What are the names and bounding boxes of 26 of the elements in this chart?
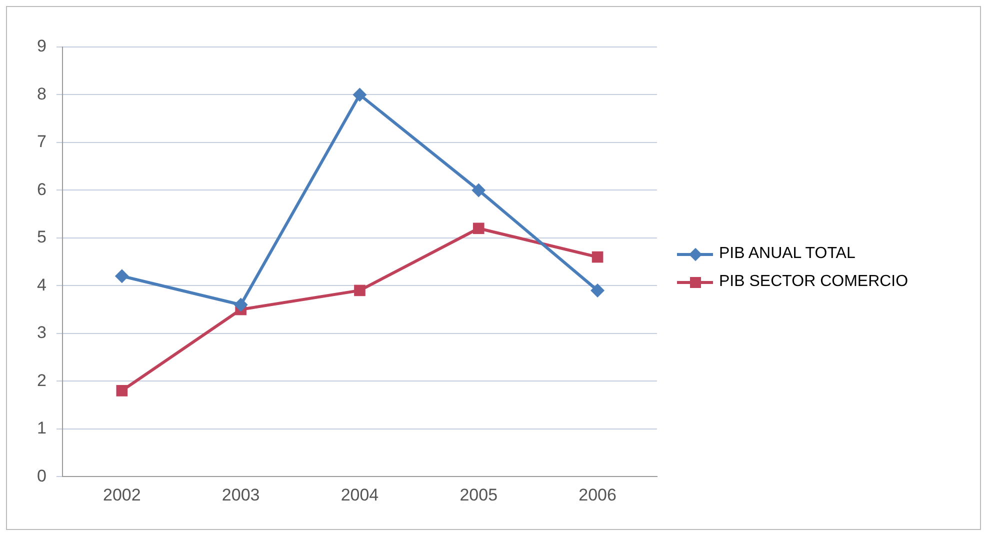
point <box>472 183 486 198</box>
x-tick-label: 2004 <box>340 485 379 504</box>
y-tick-label: 3 <box>36 323 46 342</box>
point <box>352 88 367 102</box>
x-tick-label: 2005 <box>460 485 498 504</box>
y-tick-label: 7 <box>36 132 46 152</box>
point <box>354 284 366 296</box>
y-tick-label: 2 <box>36 370 46 390</box>
point <box>116 385 128 396</box>
x-tick-label: 2002 <box>102 485 141 504</box>
point <box>592 251 604 263</box>
y-tick-label: 0 <box>36 466 46 486</box>
legend-label: PIB SECTOR COMERCIO <box>719 273 908 291</box>
point <box>234 298 248 312</box>
y-tick-label: 9 <box>36 36 46 56</box>
y-tick-label: 8 <box>36 84 46 104</box>
point <box>114 269 129 284</box>
x-tick-label: 2003 <box>222 485 260 504</box>
x-tick-label: 2006 <box>578 485 616 504</box>
point <box>590 283 605 298</box>
legend-label: PIB ANUAL TOTAL <box>719 245 856 263</box>
point <box>472 222 484 234</box>
y-tick-label: 5 <box>36 228 46 247</box>
y-tick-label: 4 <box>36 275 46 294</box>
y-tick-label: 1 <box>36 418 46 438</box>
y-tick-label: 6 <box>36 180 46 199</box>
